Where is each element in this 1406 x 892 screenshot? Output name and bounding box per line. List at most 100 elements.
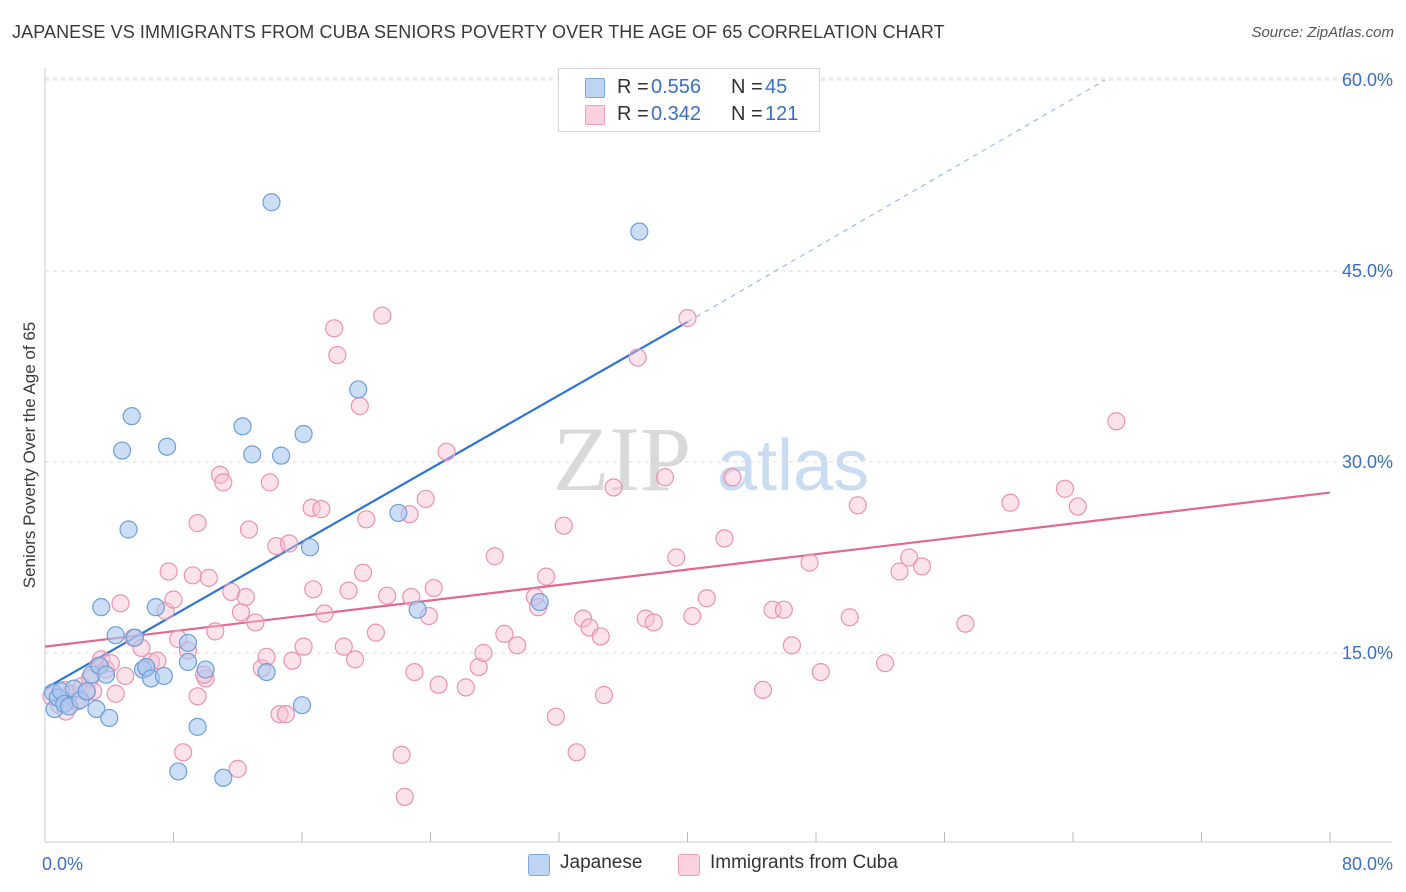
trend-line-cuba — [44, 491, 1331, 648]
point-japanese — [154, 666, 173, 686]
point-japanese — [294, 424, 313, 444]
legend-swatch-cuba — [585, 105, 605, 125]
watermark-zip: ZIP — [553, 408, 691, 510]
point-cuba — [373, 306, 392, 325]
point-cuba — [782, 636, 802, 655]
point-cuba — [628, 348, 647, 367]
legend-n-value-cuba: 121 — [765, 103, 799, 125]
legend-swatch-japanese — [585, 78, 605, 98]
point-cuba — [280, 534, 299, 553]
point-cuba — [260, 473, 279, 492]
point-japanese — [214, 768, 233, 787]
point-japanese — [77, 682, 96, 701]
point-cuba — [715, 529, 734, 548]
legend-n-label: N = — [731, 103, 763, 125]
point-cuba — [723, 468, 742, 487]
point-japanese — [125, 628, 145, 647]
point-cuba — [424, 578, 443, 598]
point-cuba — [1068, 497, 1087, 516]
bottom-legend-label-japanese: Japanese — [560, 852, 643, 873]
point-cuba — [429, 675, 448, 694]
point-cuba — [800, 553, 819, 572]
point-cuba — [594, 685, 614, 705]
point-cuba — [188, 687, 207, 706]
point-japanese — [92, 598, 111, 617]
point-cuba — [456, 678, 475, 697]
point-cuba — [294, 637, 313, 656]
legend-box: R = 0.556 N = 45 R = 0.342 N = 121 — [558, 68, 820, 132]
bottom-legend-swatch-japanese — [528, 854, 550, 876]
point-cuba — [270, 705, 289, 724]
point-cuba — [395, 787, 414, 806]
point-cuba — [840, 608, 859, 627]
point-cuba — [257, 647, 276, 666]
point-cuba — [697, 589, 716, 608]
point-cuba — [604, 478, 623, 497]
point-japanese — [243, 445, 262, 464]
point-cuba — [753, 680, 773, 700]
point-cuba — [469, 657, 488, 677]
point-japanese — [169, 762, 188, 781]
point-cuba — [353, 563, 373, 582]
point-cuba — [199, 568, 218, 587]
points-japanese — [43, 193, 649, 787]
point-cuba — [246, 613, 265, 632]
point-cuba — [228, 759, 247, 778]
point-japanese — [188, 717, 207, 736]
point-japanese — [272, 446, 291, 465]
point-japanese — [106, 626, 125, 645]
bottom-legend-label-cuba: Immigrants from Cuba — [710, 852, 898, 873]
point-cuba — [345, 650, 365, 669]
point-cuba — [339, 581, 358, 600]
point-japanese — [96, 665, 116, 684]
legend-n-label: N = — [731, 76, 763, 98]
point-cuba — [537, 567, 556, 586]
point-japanese — [122, 407, 141, 426]
point-japanese — [146, 598, 165, 617]
point-japanese — [178, 652, 198, 672]
tick-labels: 15.0% 30.0% 45.0% 60.0% 0.0% 80.0% — [42, 70, 1393, 874]
point-cuba — [188, 514, 207, 533]
point-cuba — [811, 662, 830, 682]
chart-title: JAPANESE VS IMMIGRANTS FROM CUBA SENIORS… — [12, 22, 945, 42]
chart-source: Source: ZipAtlas.com — [1251, 24, 1394, 41]
point-cuba — [334, 637, 353, 656]
point-japanese — [112, 441, 132, 460]
point-cuba — [437, 442, 456, 461]
legend-n-value-japanese: 45 — [765, 76, 788, 98]
point-japanese — [119, 520, 138, 539]
point-cuba — [328, 345, 347, 365]
point-japanese — [300, 538, 320, 557]
point-japanese — [87, 699, 106, 719]
x-tick-label-min: 0.0% — [42, 854, 83, 874]
point-cuba — [183, 566, 202, 585]
point-cuba — [350, 396, 369, 416]
point-japanese — [262, 193, 281, 212]
point-japanese — [178, 633, 198, 652]
point-cuba — [655, 468, 675, 487]
point-cuba — [222, 582, 241, 601]
point-cuba — [1055, 479, 1075, 498]
legend-r-value-japanese: 0.556 — [651, 76, 702, 98]
point-cuba — [890, 562, 909, 581]
point-cuba — [508, 636, 527, 655]
y-tick-label: 45.0% — [1342, 261, 1393, 281]
point-cuba — [214, 473, 233, 492]
point-japanese — [257, 662, 276, 682]
point-cuba — [875, 654, 895, 673]
y-axis-label: Seniors Poverty Over the Age of 65 — [20, 321, 39, 589]
x-tick-label-max: 80.0% — [1342, 854, 1393, 874]
point-cuba — [304, 580, 323, 599]
point-cuba — [111, 594, 130, 613]
point-japanese — [233, 417, 252, 436]
trend-lines — [44, 79, 1331, 690]
watermark: ZIP atlas — [553, 408, 869, 510]
point-cuba — [495, 624, 514, 644]
watermark-atlas: atlas — [717, 426, 869, 506]
legend-r-value-cuba: 0.342 — [651, 103, 702, 125]
point-cuba — [485, 547, 504, 566]
point-cuba — [392, 745, 411, 764]
point-cuba — [567, 743, 586, 762]
point-cuba — [239, 520, 259, 539]
point-cuba — [474, 643, 493, 663]
